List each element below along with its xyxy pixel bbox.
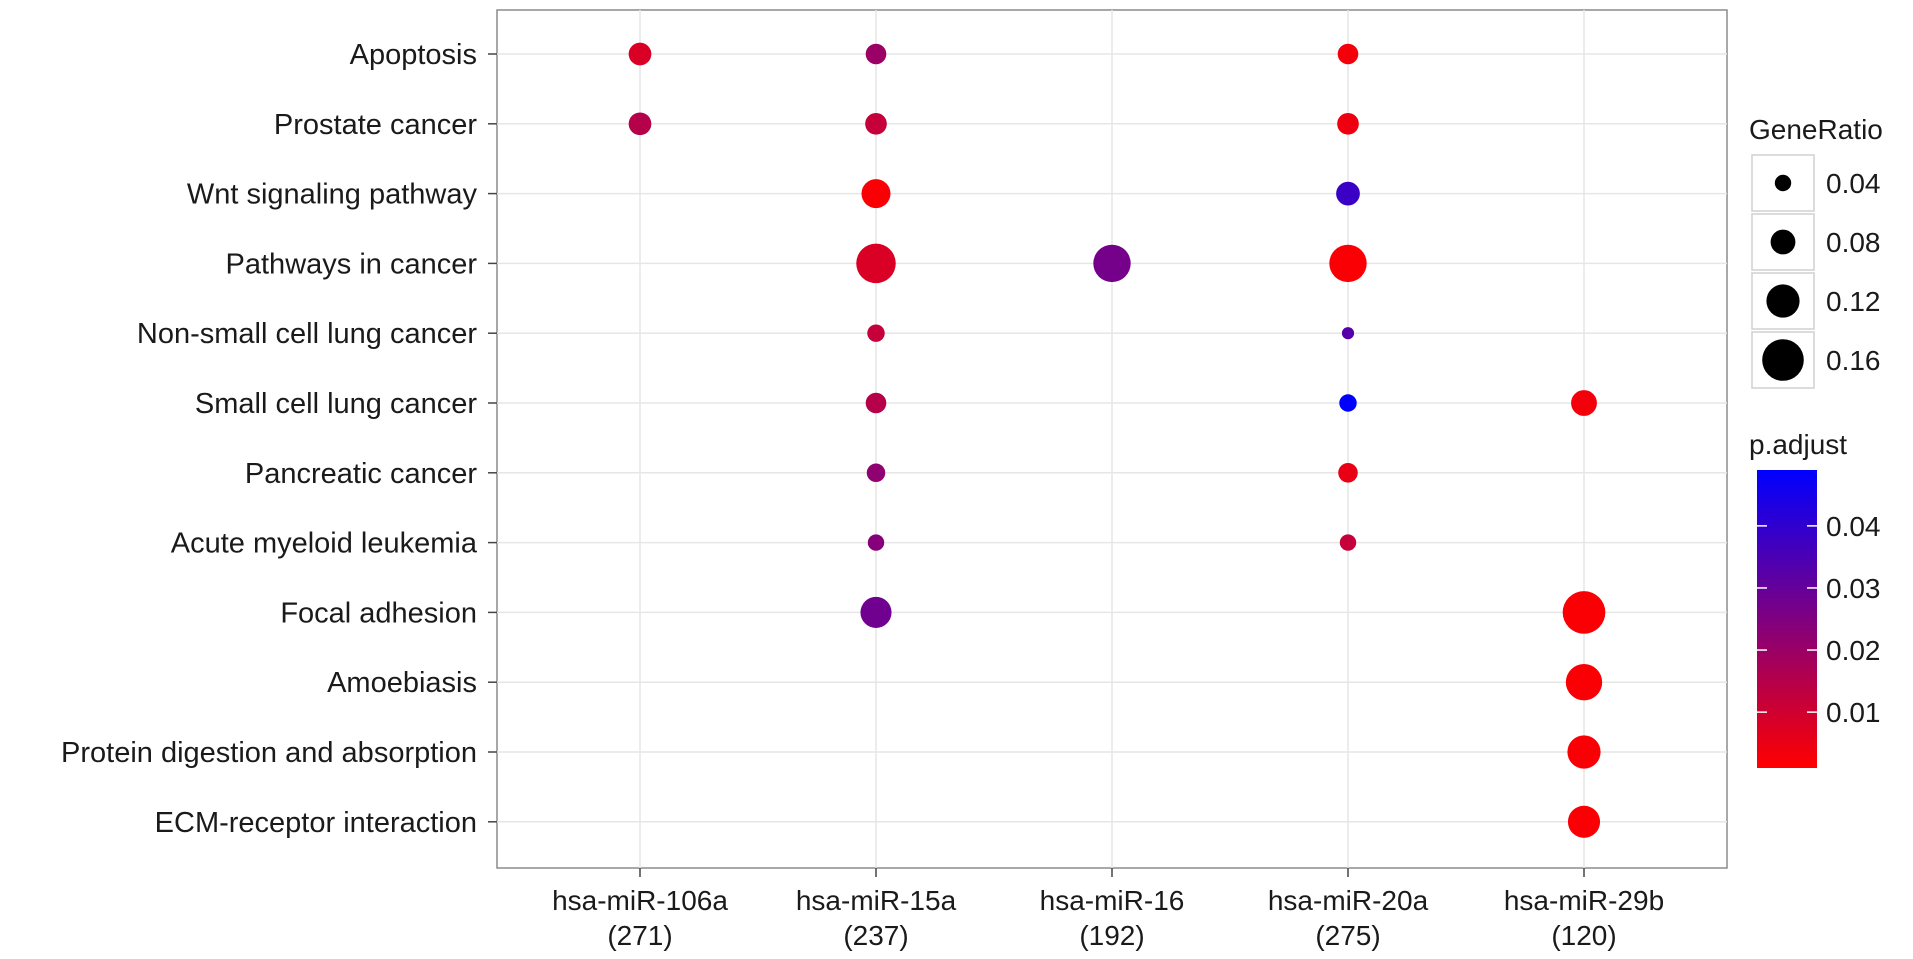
size-legend-title: GeneRatio: [1749, 114, 1883, 145]
color-legend: p.adjust 0.01 0.02 0.03 0.04: [1749, 429, 1881, 768]
data-point: [1329, 244, 1367, 283]
x-tick-label: hsa-miR-20a: [1268, 885, 1429, 916]
y-tick-label: Wnt signaling pathway: [187, 179, 478, 211]
data-point: [860, 596, 892, 628]
data-point: [1567, 805, 1601, 838]
data-point: [1571, 390, 1597, 416]
x-tick-count: (192): [1079, 920, 1144, 951]
color-legend-label: 0.01: [1826, 697, 1881, 728]
y-tick-label: Acute myeloid leukemia: [171, 528, 478, 560]
color-legend-label: 0.02: [1826, 635, 1881, 666]
data-point: [1565, 664, 1603, 701]
data-point: [865, 112, 887, 135]
y-tick-label: Pathways in cancer: [226, 248, 478, 280]
y-tick-label: Non-small cell lung cancer: [137, 318, 477, 350]
data-point: [867, 324, 885, 342]
data-point: [1338, 463, 1358, 483]
data-point: [1339, 534, 1357, 551]
y-axis: Apoptosis Prostate cancer Wnt signaling pa…: [61, 39, 497, 839]
data-point: [856, 243, 896, 284]
data-point: [628, 112, 652, 136]
size-legend-dot: [1762, 339, 1804, 381]
x-tick-label: hsa-miR-29b: [1504, 885, 1664, 916]
x-axis: hsa-miR-106a (271) hsa-miR-15a (237) hsa-miR…: [552, 868, 1664, 951]
y-tick-label: Small cell lung cancer: [195, 388, 477, 420]
y-tick-label: ECM-receptor interaction: [155, 807, 477, 839]
data-point: [866, 463, 886, 483]
data-point: [1341, 327, 1355, 340]
size-legend-dot: [1774, 174, 1792, 192]
size-legend-label: 0.16: [1826, 345, 1881, 376]
data-point: [865, 43, 887, 65]
data-point: [1562, 591, 1606, 634]
x-tick-label: hsa-miR-15a: [796, 885, 957, 916]
size-legend: GeneRatio 0.04 0.08 0.12 0.16: [1749, 114, 1883, 389]
size-legend-dot: [1770, 229, 1796, 255]
grid-lines: [497, 10, 1727, 868]
size-legend-label: 0.04: [1826, 168, 1881, 199]
x-tick-count: (237): [843, 920, 908, 951]
data-point: [1337, 112, 1359, 135]
data-point: [628, 42, 652, 66]
y-tick-label: Focal adhesion: [280, 597, 477, 629]
color-legend-title: p.adjust: [1749, 429, 1847, 460]
y-tick-label: Amoebiasis: [327, 667, 477, 699]
x-tick-label: hsa-miR-16: [1040, 885, 1185, 916]
x-tick-label: hsa-miR-106a: [552, 885, 728, 916]
x-tick-count: (271): [607, 920, 672, 951]
x-tick-count: (120): [1551, 920, 1616, 951]
color-legend-label: 0.03: [1826, 573, 1881, 604]
y-tick-label: Apoptosis: [350, 39, 477, 71]
data-point: [865, 392, 887, 414]
color-legend-label: 0.04: [1826, 511, 1881, 542]
data-point: [1339, 394, 1357, 412]
data-point: [867, 534, 885, 551]
size-legend-label: 0.12: [1826, 286, 1881, 317]
data-point: [861, 179, 891, 209]
color-legend-bar: [1757, 470, 1817, 768]
y-tick-label: Pancreatic cancer: [245, 458, 477, 490]
size-legend-label: 0.08: [1826, 227, 1881, 258]
data-point: [1567, 735, 1601, 769]
y-tick-label: Prostate cancer: [274, 109, 477, 141]
size-legend-dot: [1766, 284, 1800, 318]
x-tick-count: (275): [1315, 920, 1380, 951]
data-points: [628, 42, 1606, 838]
data-point: [1093, 244, 1131, 283]
data-point: [1336, 181, 1360, 206]
y-tick-label: Protein digestion and absorption: [61, 737, 477, 769]
data-point: [1337, 43, 1359, 65]
